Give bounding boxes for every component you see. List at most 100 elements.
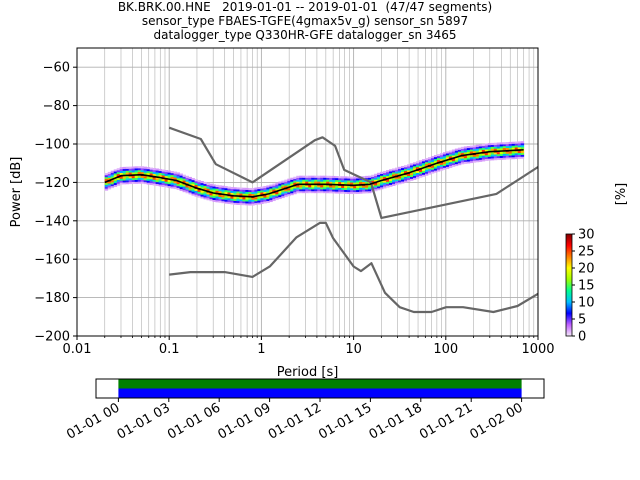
pdf-cell: [380, 185, 384, 188]
pdf-cell: [173, 177, 177, 180]
pdf-cell: [212, 190, 216, 193]
pdf-cell: [499, 148, 504, 151]
pdf-cell: [122, 170, 127, 173]
pdf-cell: [338, 176, 342, 179]
mean-curve: [104, 149, 524, 198]
pdf-cell: [239, 199, 243, 202]
pdf-cell: [245, 193, 249, 196]
pdf-cell: [368, 185, 372, 188]
pdf-cell: [221, 195, 225, 198]
pdf-cell: [338, 181, 342, 185]
pdf-cell: [517, 150, 522, 154]
pdf-cell: [409, 174, 414, 177]
pdf-cell: [122, 178, 127, 181]
pdf-cell: [332, 179, 336, 182]
pdf-cell: [392, 179, 396, 183]
pdf-cell: [218, 196, 222, 199]
pdf-cell: [134, 177, 139, 180]
pdf-cell: [299, 177, 303, 180]
pdf-cell: [215, 196, 219, 199]
pdf-cell: [392, 172, 396, 175]
pdf-cell: [167, 176, 171, 179]
pdf-cell: [317, 189, 321, 192]
colorbar-tick-label: 30: [578, 228, 595, 243]
pdf-cell: [194, 190, 198, 193]
pdf-cell: [302, 175, 306, 178]
pdf-cell: [463, 150, 468, 153]
pdf-cell: [284, 194, 288, 198]
pdf-cell: [332, 185, 336, 188]
pdf-cell: [401, 181, 405, 184]
pdf-cell: [221, 197, 225, 200]
pdf-cell: [347, 178, 351, 181]
pdf-cell: [146, 176, 151, 179]
pdf-cell: [308, 187, 312, 190]
pdf-cell: [290, 189, 294, 192]
pdf-cell: [472, 160, 477, 163]
pdf-cell: [260, 190, 264, 193]
pdf-cell: [386, 179, 390, 182]
pdf-cell: [457, 159, 462, 162]
pdf-cell: [421, 159, 426, 162]
pdf-cell: [415, 163, 420, 166]
pdf-cell: [353, 191, 357, 195]
pdf-cell: [149, 173, 154, 176]
pdf-cell: [377, 186, 381, 189]
pdf-cell: [272, 183, 276, 186]
pdf-cell: [320, 187, 324, 190]
pdf-cell: [152, 179, 157, 182]
pdf-cell: [341, 178, 345, 181]
pdf-cell: [427, 157, 432, 160]
pdf-cell: [404, 168, 408, 172]
pdf-cell: [311, 187, 315, 190]
pdf-cell: [116, 177, 121, 180]
pdf-cell: [508, 143, 513, 146]
pdf-cell: [278, 196, 282, 200]
pdf-cell: [278, 187, 282, 190]
pdf-cell: [263, 191, 267, 194]
pdf-cell: [484, 153, 489, 156]
pdf-cell: [206, 194, 210, 197]
pdf-cell: [218, 200, 222, 203]
pdf-cell: [499, 146, 504, 149]
pdf-cell: [296, 191, 300, 194]
pdf-cell: [251, 203, 255, 206]
pdf-cell: [457, 147, 462, 150]
pdf-cell: [463, 157, 468, 161]
pdf-cell: [404, 170, 408, 174]
pdf-cell: [158, 168, 163, 172]
pdf-cell: [233, 196, 237, 199]
pdf-cell: [245, 203, 249, 206]
pdf-cell: [341, 176, 345, 179]
pdf-cell: [215, 194, 219, 197]
pdf-cell: [320, 175, 324, 178]
pdf-cell: [454, 154, 459, 157]
pdf-cell: [505, 155, 510, 158]
pdf-cell: [466, 147, 471, 151]
pdf-cell: [374, 177, 378, 180]
pdf-cell: [164, 185, 168, 188]
pdf-cell: [257, 196, 261, 199]
pdf-cell: [478, 157, 483, 160]
pdf-cell: [131, 177, 136, 181]
pdf-cell: [439, 157, 444, 160]
pdf-cell: [236, 191, 240, 194]
pdf-cell: [493, 144, 498, 147]
pdf-cell: [116, 173, 121, 177]
pdf-cell: [442, 158, 447, 161]
pdf-cell: [275, 197, 279, 201]
pdf-cell: [317, 185, 321, 188]
pdf-cell: [260, 201, 264, 204]
pdf-cell: [137, 170, 142, 173]
pdf-cell: [191, 193, 195, 196]
pdf-cell: [149, 171, 154, 174]
pdf-cell: [284, 183, 288, 186]
pdf-cell: [179, 179, 183, 182]
pdf-cell: [374, 187, 378, 190]
pdf-cell: [137, 175, 142, 178]
pdf-cell: [505, 157, 510, 160]
pdf-cell: [275, 192, 279, 195]
pdf-cell: [227, 188, 231, 191]
pdf-cell: [293, 182, 297, 185]
pdf-cell: [251, 197, 255, 200]
